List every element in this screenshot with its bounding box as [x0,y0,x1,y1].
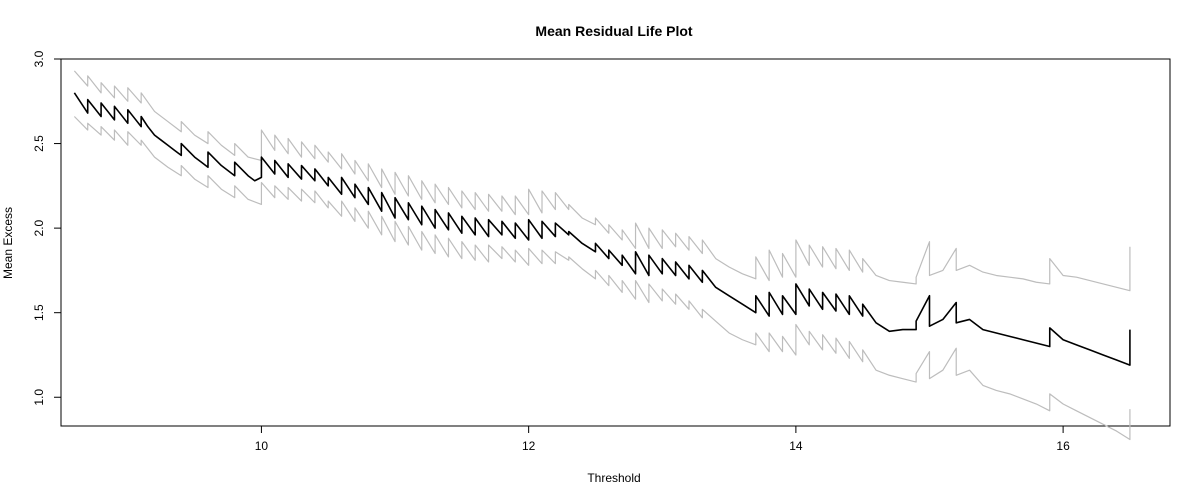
y-tick-label: 1.0 [32,389,46,406]
y-tick-label: 2.0 [32,219,46,236]
mean-excess-series [73,92,1131,366]
chart-title: Mean Residual Life Plot [535,23,692,39]
upper-ci-series [73,70,1131,292]
y-tick-label: 1.5 [32,304,46,321]
lower-ci-series [73,116,1131,441]
y-axis-label: Mean Excess [1,207,15,279]
x-axis-label: Threshold [587,471,640,485]
x-tick-label: 12 [522,439,536,453]
x-axis: 10 12 14 16 [255,426,1070,453]
lower-ci-line [73,116,1131,441]
upper-ci-line [73,70,1131,292]
y-tick-label: 2.5 [32,135,46,152]
x-tick-label: 14 [789,439,803,453]
y-tick-label: 3.0 [32,50,46,67]
mean-excess-line [73,92,1131,366]
x-tick-label: 10 [255,439,269,453]
plot-frame [60,58,1171,427]
x-tick-label: 16 [1056,439,1070,453]
y-axis: 1.0 1.5 2.0 2.5 3.0 [32,50,61,406]
